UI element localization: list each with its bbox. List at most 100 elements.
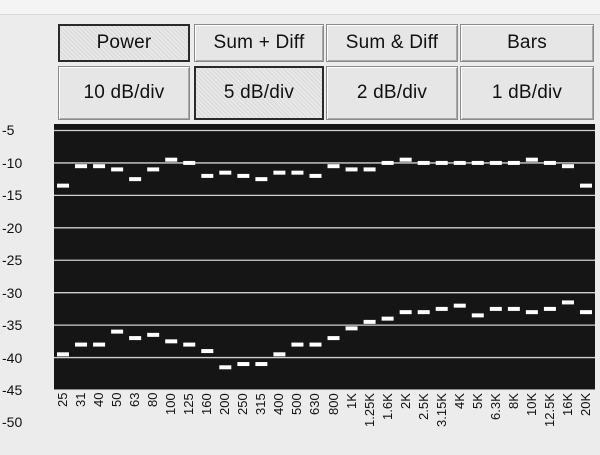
x-tick-label: 6.3K	[487, 393, 503, 420]
data-marker	[327, 164, 340, 169]
data-marker	[93, 164, 106, 169]
data-marker	[273, 352, 286, 357]
data-marker	[489, 160, 502, 165]
data-marker	[255, 362, 268, 367]
y-tick-label: -20	[2, 219, 23, 236]
data-marker	[579, 183, 592, 188]
data-marker	[57, 352, 70, 357]
data-marker	[525, 310, 538, 315]
scale-10db-button[interactable]: 10 dB/div	[58, 66, 190, 120]
x-tick-label: 80	[145, 393, 161, 408]
data-marker	[381, 160, 394, 165]
data-marker	[453, 303, 466, 308]
data-marker	[201, 349, 214, 354]
data-marker	[363, 319, 376, 324]
x-tick-label: 25	[55, 393, 71, 408]
x-tick-label: 1.25K	[361, 393, 377, 427]
data-marker	[183, 160, 196, 165]
x-tick-label: 400	[271, 393, 287, 415]
y-tick-label: -35	[2, 317, 23, 334]
data-marker	[291, 170, 304, 175]
data-marker	[471, 313, 484, 318]
data-marker	[579, 310, 592, 315]
data-marker	[543, 160, 556, 165]
data-marker	[147, 167, 160, 172]
data-marker	[561, 164, 574, 169]
y-tick-label: -30	[2, 284, 23, 301]
x-tick-label: 1K	[343, 393, 359, 409]
y-tick-label: -45	[2, 382, 23, 398]
data-marker	[111, 329, 124, 334]
x-tick-label: 50	[109, 393, 125, 408]
data-marker	[417, 310, 430, 315]
x-tick-label: 315	[253, 393, 269, 415]
y-tick-label: -15	[2, 187, 23, 204]
y-tick-label: -50	[2, 414, 23, 431]
data-marker	[309, 342, 322, 347]
data-marker	[381, 316, 394, 321]
x-tick-label: 630	[307, 393, 323, 415]
sum-plus-diff-mode-button[interactable]: Sum + Diff	[194, 24, 324, 62]
data-marker	[345, 326, 358, 331]
x-tick-label: 10K	[523, 393, 539, 417]
x-tick-label: 2.5K	[415, 393, 431, 420]
data-marker	[237, 173, 250, 178]
x-tick-label: 125	[181, 393, 197, 415]
x-tick-label: 3.15K	[433, 393, 449, 427]
data-marker	[417, 160, 430, 165]
data-marker	[219, 170, 232, 175]
data-marker	[435, 160, 448, 165]
data-marker	[453, 160, 466, 165]
data-marker	[525, 157, 538, 162]
x-tick-label: 20K	[577, 393, 593, 417]
x-tick-label: 63	[127, 393, 143, 408]
x-tick-label: 16K	[559, 393, 575, 417]
data-marker	[345, 167, 358, 172]
data-marker	[561, 300, 574, 305]
data-marker	[507, 160, 520, 165]
x-tick-label: 12.5K	[541, 393, 557, 427]
data-marker	[75, 164, 88, 169]
sum-and-diff-mode-button[interactable]: Sum & Diff	[326, 24, 458, 62]
x-tick-label: 5K	[469, 393, 485, 409]
data-marker	[471, 160, 484, 165]
data-marker	[489, 306, 502, 311]
x-tick-label: 250	[235, 393, 251, 415]
data-marker	[291, 342, 304, 347]
data-marker	[129, 177, 142, 182]
data-marker	[273, 170, 286, 175]
data-marker	[165, 157, 178, 162]
x-tick-label: 8K	[505, 393, 521, 409]
bars-mode-button[interactable]: Bars	[460, 24, 594, 62]
x-tick-label: 4K	[451, 393, 467, 409]
data-marker	[237, 362, 250, 367]
scale-1db-button[interactable]: 1 dB/div	[460, 66, 594, 120]
data-marker	[507, 306, 520, 311]
data-marker	[57, 183, 70, 188]
spectrum-chart-svg	[54, 129, 595, 390]
data-marker	[399, 157, 412, 162]
scale-5db-button[interactable]: 5 dB/div	[194, 66, 324, 120]
x-tick-label: 1.6K	[379, 393, 395, 420]
data-marker	[201, 173, 214, 178]
x-tick-label: 500	[289, 393, 305, 415]
x-tick-label: 31	[73, 393, 89, 408]
scale-2db-button[interactable]: 2 dB/div	[326, 66, 458, 120]
y-tick-label: -10	[2, 154, 23, 171]
data-marker	[147, 332, 160, 337]
data-marker	[363, 167, 376, 172]
x-tick-label: 200	[217, 393, 233, 415]
x-tick-label: 160	[199, 393, 215, 415]
x-tick-label: 800	[325, 393, 341, 415]
data-marker	[111, 167, 124, 172]
frequency-axis-labels: 25 31 40 50 63 80 100 125 160 200 250 315 400 500 630 8…	[54, 391, 595, 451]
spectrum-plot	[54, 124, 595, 390]
data-marker	[129, 336, 142, 341]
data-marker	[435, 306, 448, 311]
x-tick-label: 100	[163, 393, 179, 415]
data-marker	[75, 342, 88, 347]
data-marker	[93, 342, 106, 347]
power-mode-button[interactable]: Power	[58, 24, 190, 62]
x-tick-label: 40	[91, 393, 107, 408]
data-marker	[327, 336, 340, 341]
